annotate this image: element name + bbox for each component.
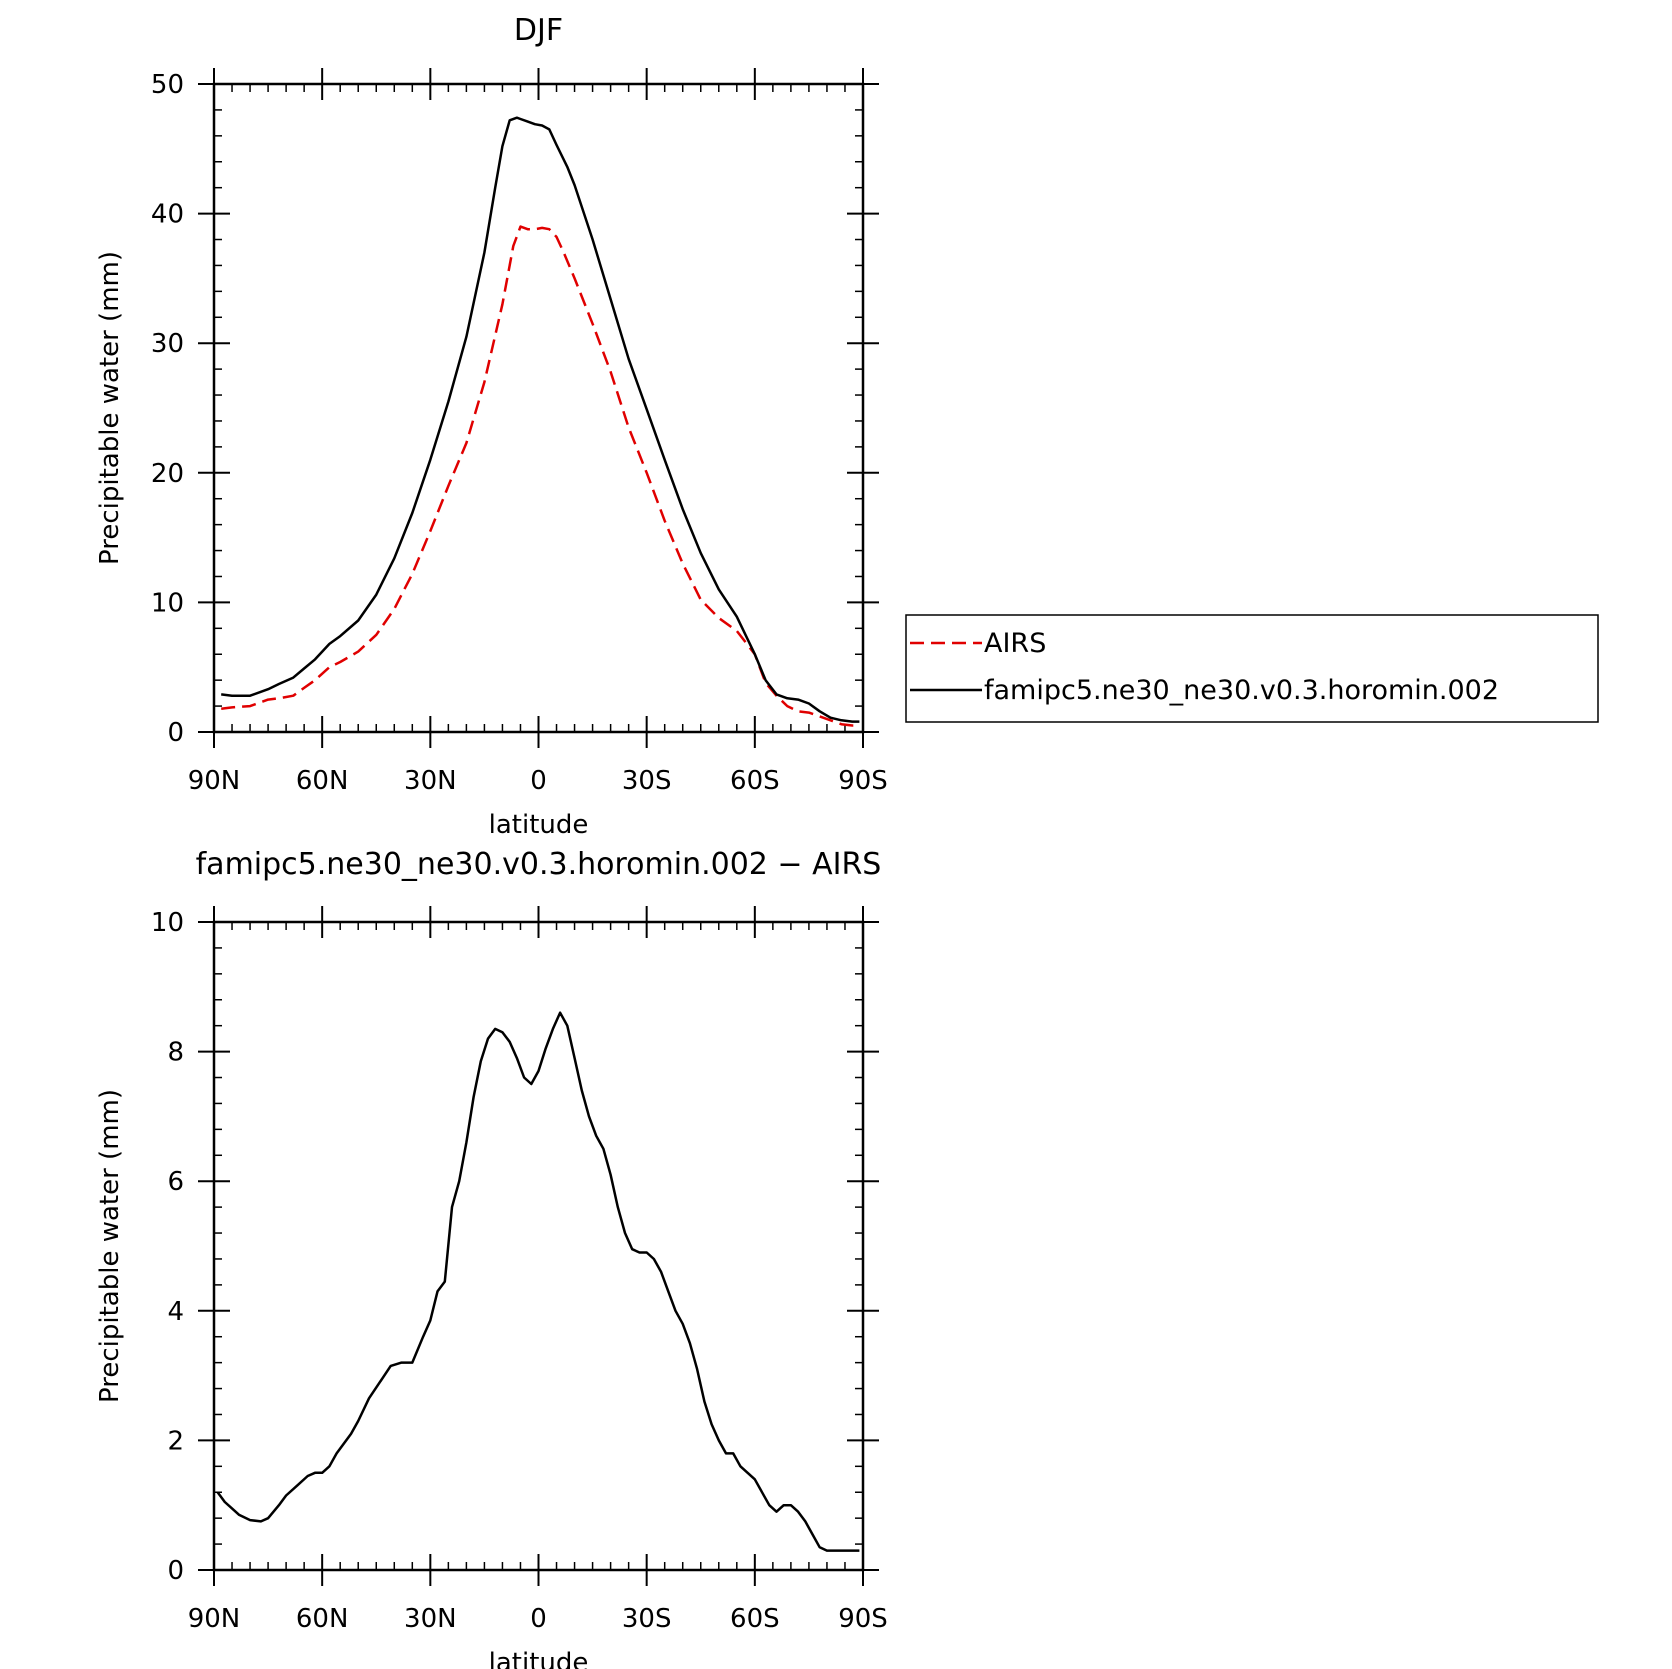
x-tick-label: 0	[530, 1604, 547, 1634]
x-tick-label: 60S	[730, 766, 780, 796]
bottom-panel: famipc5.ne30_ne30.v0.3.horomin.002 − AIR…	[95, 847, 888, 1669]
y-tick-label: 20	[151, 459, 184, 489]
x-tick-label: 30N	[404, 1604, 457, 1634]
y-tick-label: 0	[167, 718, 184, 748]
x-tick-label: 90S	[838, 766, 888, 796]
x-tick-label: 90N	[188, 1604, 241, 1634]
x-tick-label: 30S	[622, 1604, 672, 1634]
x-tick-label: 90S	[838, 1604, 888, 1634]
legend: AIRS famipc5.ne30_ne30.v0.3.horomin.002	[905, 614, 1599, 723]
legend-entry: AIRS	[984, 628, 1046, 659]
legend-entry: famipc5.ne30_ne30.v0.3.horomin.002	[984, 675, 1499, 706]
series-line-0	[216, 1011, 860, 1552]
y-tick-label: 8	[167, 1038, 184, 1068]
y-axis-label: Precipitable water (mm)	[95, 1089, 125, 1403]
top-panel: DJF 90N 60N 30N 0 30S 60S 90S 0 10 20 30 40 50 latitud…	[95, 13, 888, 840]
x-axis-label: latitude	[489, 1648, 589, 1669]
y-tick-label: 10	[151, 588, 184, 618]
y-tick-label: 30	[151, 329, 184, 359]
chart-title: famipc5.ne30_ne30.v0.3.horomin.002 − AIR…	[196, 847, 882, 882]
y-tick-label: 6	[167, 1167, 184, 1197]
series-line-0	[221, 225, 860, 727]
y-tick-label: 10	[151, 908, 184, 938]
x-tick-label: 90N	[188, 766, 241, 796]
x-tick-label: 60N	[296, 1604, 349, 1634]
series-line-1	[221, 116, 860, 723]
legend-box	[905, 614, 1599, 723]
plot-frame	[212, 920, 865, 1572]
x-tick-label: 60S	[730, 1604, 780, 1634]
chart-title: DJF	[514, 13, 563, 48]
y-tick-label: 0	[167, 1556, 184, 1586]
x-axis-label: latitude	[489, 810, 589, 840]
x-tick-label: 60N	[296, 766, 349, 796]
plot-frame	[212, 82, 865, 734]
y-tick-label: 50	[151, 70, 184, 100]
x-tick-label: 30S	[622, 766, 672, 796]
x-tick-label: 0	[530, 766, 547, 796]
x-tick-label: 30N	[404, 766, 457, 796]
y-axis-label: Precipitable water (mm)	[95, 251, 125, 565]
y-tick-label: 4	[167, 1297, 184, 1327]
y-tick-label: 40	[151, 200, 184, 230]
y-tick-label: 2	[167, 1426, 184, 1456]
